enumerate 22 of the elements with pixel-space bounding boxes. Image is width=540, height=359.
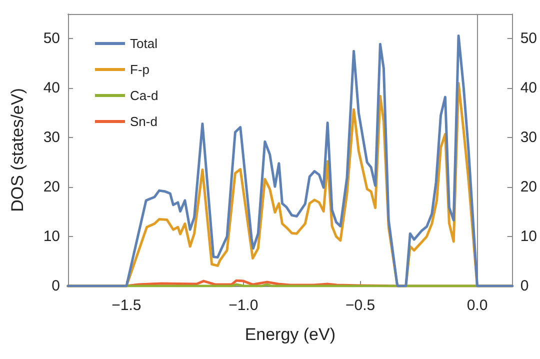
y2-tick-label: 50 bbox=[520, 30, 538, 48]
legend-label: Total bbox=[130, 36, 158, 51]
y-axis-title: DOS (states/eV) bbox=[8, 88, 27, 212]
x-tick-label: 0.0 bbox=[466, 297, 488, 314]
y-tick-label: 30 bbox=[43, 129, 60, 146]
legend-label: Sn-d bbox=[130, 114, 158, 129]
x-axis-title: Energy (eV) bbox=[244, 325, 336, 344]
y2-tick-label: 0 bbox=[520, 278, 529, 294]
y2-tick-label: 20 bbox=[520, 178, 538, 196]
y2-tick-label: 40 bbox=[520, 80, 538, 97]
x-tick-label: −0.5 bbox=[346, 297, 376, 314]
legend-label: F-p bbox=[130, 62, 150, 77]
y2-tick-label: 10 bbox=[520, 228, 538, 246]
x-tick-label: −1.5 bbox=[112, 297, 142, 314]
y2-tick-label: 30 bbox=[520, 129, 538, 146]
legend-label: Ca-d bbox=[130, 88, 158, 103]
y-tick-label: 10 bbox=[43, 228, 60, 246]
y-tick-label: 50 bbox=[43, 30, 60, 48]
y-tick-label: 0 bbox=[52, 278, 60, 294]
y-tick-label: 20 bbox=[43, 178, 60, 196]
y-tick-label: 40 bbox=[43, 80, 60, 97]
x-tick-label: −1.0 bbox=[228, 297, 258, 314]
